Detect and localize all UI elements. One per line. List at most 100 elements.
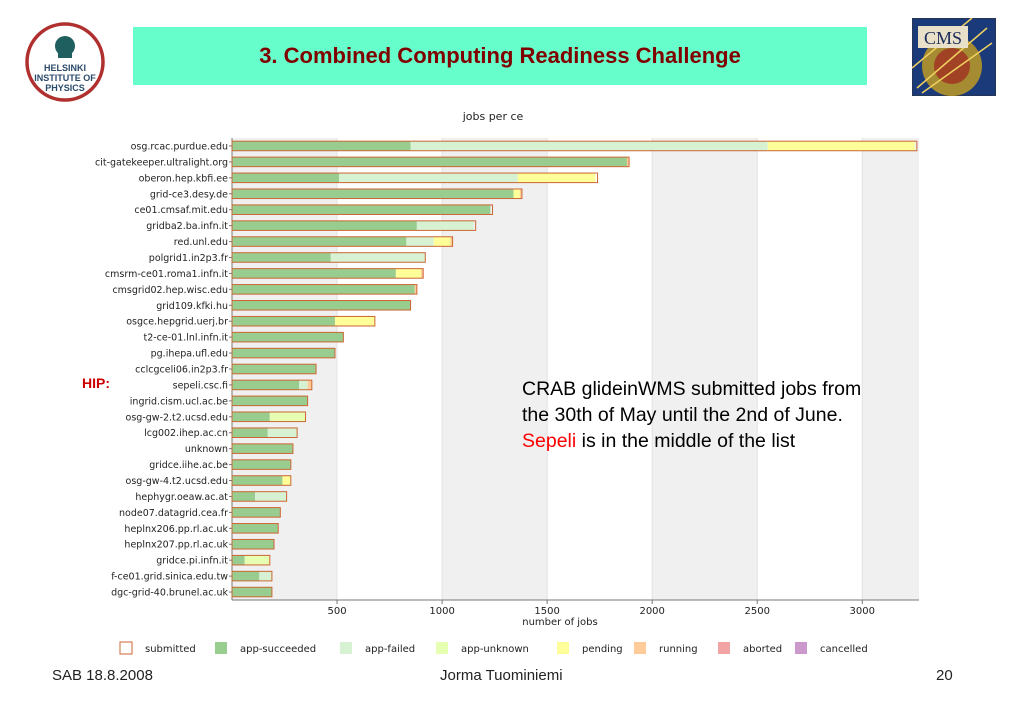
bar-app-succeeded <box>232 571 260 581</box>
cms-logo-label-bg <box>918 26 968 48</box>
legend-label-app-unknown: app-unknown <box>461 644 529 655</box>
bar-app-unknown <box>244 555 270 565</box>
y-tick-label: gridce.pi.infn.it <box>156 556 228 567</box>
bar-running <box>519 188 522 199</box>
footer-page-number: 20 <box>936 667 953 684</box>
x-tick-label: 500 <box>327 606 346 617</box>
legend-swatch-submitted <box>119 641 133 655</box>
bar-app-succeeded <box>232 396 308 406</box>
annotation-line-3: Sepeli is in the middle of the list <box>522 428 992 454</box>
cms-logo-text: CMS <box>924 28 962 48</box>
slide-title: 3. Combined Computing Readiness Challeng… <box>259 43 741 68</box>
bar-app-failed <box>255 491 287 502</box>
x-axis-label: number of jobs <box>522 617 597 628</box>
bar-app-succeeded <box>232 204 491 215</box>
legend-label-submitted: submitted <box>145 644 196 655</box>
jobs-per-ce-chart: jobs per ce osg.rcac.purdue.edu cit-gatek… <box>95 110 919 655</box>
bar-running <box>626 157 630 167</box>
bar-app-succeeded <box>232 348 335 358</box>
bar-app-failed <box>410 141 768 151</box>
bar-app-succeeded <box>232 332 344 342</box>
bar-app-succeeded <box>232 491 256 502</box>
y-tick-label: osg-gw-4.t2.ucsd.edu <box>126 476 228 487</box>
y-tick-label: gridba2.ba.infn.it <box>146 221 228 232</box>
y-tick-label: heplnx207.pp.rl.ac.uk <box>124 540 228 551</box>
annotation-highlight: Sepeli <box>522 430 577 452</box>
bar-app-failed <box>299 380 308 390</box>
y-tick-label: osgce.hepgrid.uerj.br <box>126 317 228 328</box>
bar-app-succeeded <box>232 188 514 199</box>
footer-date: SAB 18.8.2008 <box>52 667 153 684</box>
bar-app-succeeded <box>232 284 415 295</box>
cms-logo-graphic: CMS <box>911 17 997 97</box>
x-axis-ticks: 500 1000 1500 2000 2500 3000 <box>327 600 875 617</box>
legend-swatch-app-succeeded <box>215 642 227 654</box>
y-tick-label: ce01.cmsaf.mit.edu <box>134 205 228 216</box>
hip-logo-graphic: HELSINKI INSTITUTE OF PHYSICS <box>25 22 105 102</box>
title-band: 3. Combined Computing Readiness Challeng… <box>133 27 867 85</box>
bar-app-succeeded <box>232 507 281 518</box>
legend-label-pending: pending <box>582 644 623 655</box>
chart-legend: submitted app-succeeded app-failed app-unkn… <box>119 641 868 655</box>
legend-label-app-succeeded: app-succeeded <box>240 644 316 655</box>
bar-app-succeeded <box>232 443 293 454</box>
bar-running <box>307 380 312 390</box>
bar-app-succeeded <box>232 157 627 167</box>
chart-gridlines <box>231 138 919 601</box>
bar-app-failed <box>416 220 474 231</box>
y-tick-label: t2-ce-01.lnl.infn.it <box>143 333 228 344</box>
bar-app-succeeded <box>232 475 283 486</box>
y-tick-label: osg.rcac.purdue.edu <box>131 141 228 152</box>
y-tick-label: osg-gw-2.t2.ucsd.edu <box>126 412 228 423</box>
bar-app-failed <box>406 236 434 247</box>
bar-app-succeeded <box>232 141 411 151</box>
legend-swatch-cancelled <box>795 642 807 654</box>
bar-app-succeeded <box>232 380 300 390</box>
legend-label-running: running <box>659 644 698 655</box>
bar-app-succeeded <box>232 364 317 374</box>
annotation-line-1: CRAB glideinWMS submitted jobs from <box>522 378 862 400</box>
y-tick-label: pg.ihepa.ufl.edu <box>151 349 228 360</box>
footer-author: Jorma Tuominiemi <box>440 667 563 684</box>
hip-logo-text-1: HELSINKI <box>44 63 86 73</box>
legend-swatch-running <box>634 642 646 654</box>
bar-app-succeeded <box>232 555 245 565</box>
plot-background <box>232 138 919 600</box>
bar-pending <box>282 475 291 486</box>
chart-title: jobs per ce <box>462 110 524 123</box>
bar-app-failed <box>259 571 272 581</box>
y-axis-labels: osg.rcac.purdue.edu cit-gatekeeper.ultral… <box>95 141 232 599</box>
legend-swatch-app-failed <box>340 642 352 654</box>
plot-band <box>862 138 919 600</box>
x-tick-label: 1000 <box>429 606 454 617</box>
bar-pending <box>517 173 596 183</box>
bar-pending <box>395 268 422 279</box>
y-tick-label: cmsrm-ce01.roma1.infn.it <box>105 269 228 280</box>
y-tick-label: node07.datagrid.cea.fr <box>119 508 228 519</box>
y-tick-label: polgrid1.in2p3.fr <box>149 253 228 264</box>
bar-app-succeeded <box>232 220 417 231</box>
x-tick-label: 2000 <box>639 606 664 617</box>
bar-app-failed <box>267 427 298 438</box>
bar-app-succeeded <box>232 587 272 597</box>
bar-app-succeeded <box>232 316 335 326</box>
y-tick-label: ingrid.cism.ucl.ac.be <box>130 396 228 407</box>
hip-logo-text-3: PHYSICS <box>45 83 85 93</box>
plot-band <box>652 138 758 600</box>
legend-swatch-aborted <box>718 642 730 654</box>
bar-app-succeeded <box>232 412 270 422</box>
y-tick-label: grid109.kfki.hu <box>156 301 228 312</box>
hip-logo-ring <box>25 22 105 102</box>
hip-logo-text-2: INSTITUTE OF <box>34 73 96 83</box>
cms-logo-core <box>934 48 970 84</box>
bar-running <box>421 268 424 279</box>
bar-pending <box>433 236 451 247</box>
bar-running <box>414 284 417 295</box>
y-tick-label: heplnx206.pp.rl.ac.uk <box>124 524 228 535</box>
legend-label-aborted: aborted <box>743 644 782 655</box>
plot-area <box>232 138 919 600</box>
y-tick-label: sepeli.csc.fi <box>173 380 228 391</box>
bar-pending <box>334 316 375 326</box>
bar-running <box>450 236 453 247</box>
annotation-text: CRAB glideinWMS submitted jobs from the … <box>522 376 992 454</box>
